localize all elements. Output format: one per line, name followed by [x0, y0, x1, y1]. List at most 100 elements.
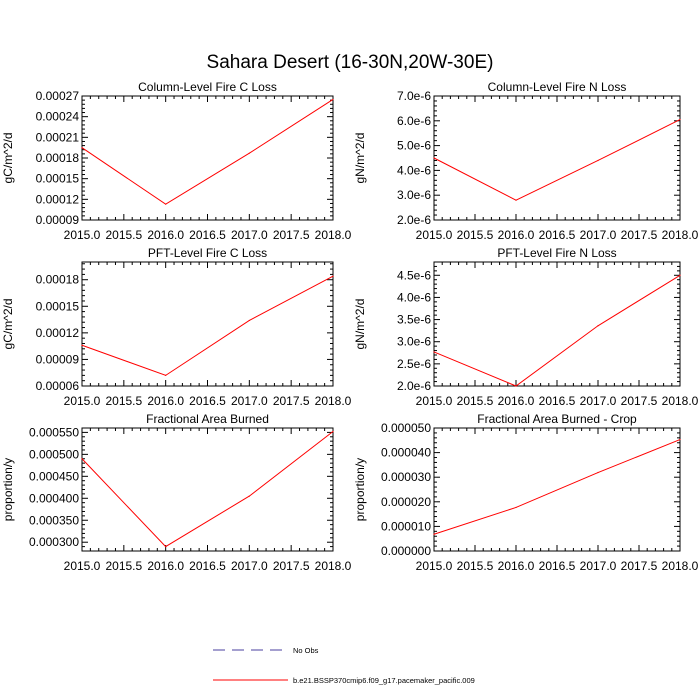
panel-6-data-point [515, 506, 517, 509]
panel-1-xtick-label: 2017.0 [231, 228, 268, 242]
panel-3-ytick-label: 0.00012 [36, 326, 80, 340]
panel-5-frame [81, 427, 334, 552]
panel-5-ytick-label: 0.000550 [29, 425, 79, 439]
panel-5-ytick-label: 0.000300 [29, 535, 79, 549]
panel-5: Fractional Area Burned proportion/y 2015.0… [1, 412, 352, 573]
panel-6-ytick-label: 0.000030 [381, 470, 431, 484]
panel-1-ytick-label: 0.00009 [36, 213, 80, 227]
panel-2-ytick-label: 2.0e-6 [397, 213, 431, 227]
panel-5-title: Fractional Area Burned [146, 412, 269, 426]
panel-3-series-line [81, 275, 334, 376]
panel-3-frame [81, 261, 334, 387]
panel-1-xtick-label: 2016.0 [147, 228, 184, 242]
panel-3-title: PFT-Level Fire C Loss [148, 246, 267, 260]
panel-1-ytick-label: 0.00027 [36, 89, 80, 103]
legend-obs-label: No Obs [293, 646, 319, 655]
panel-1-ytick-label: 0.00012 [36, 192, 80, 206]
panel-1-ytick-label: 0.00024 [36, 110, 80, 124]
panel-2-data-point [679, 118, 681, 121]
panel-2-xtick-label: 2017.0 [580, 228, 617, 242]
panel-4-xtick-label: 2017.5 [621, 394, 658, 408]
panel-1-data-point [81, 147, 83, 149]
panel-1-data-point [248, 152, 250, 154]
panel-2-series-line [433, 119, 681, 201]
panel-4-data-point [597, 325, 599, 327]
panel-2-ytick-label: 5.0e-6 [397, 139, 431, 153]
panel-6-xtick-label: 2017.0 [580, 559, 617, 573]
panel-4-title: PFT-Level Fire N Loss [497, 246, 616, 260]
panel-1-ytick-label: 0.00015 [36, 172, 80, 186]
panel-5-ylabel: proportion/y [1, 458, 15, 521]
panel-6-data-point [433, 533, 435, 535]
panel-5-ytick-label: 0.000350 [29, 513, 79, 527]
panel-3: PFT-Level Fire C Loss gC/m^2/d 2015.0 2015.… [1, 246, 352, 408]
panel-3-xtick-label: 2017.0 [231, 394, 268, 408]
panel-6-xtick-label: 2016.0 [498, 559, 535, 573]
panel-3-data-point [248, 319, 250, 322]
panel-5-xtick-label: 2018.0 [315, 559, 352, 573]
panel-2-ytick-label: 4.0e-6 [397, 163, 431, 177]
panel-4-ytick-label: 3.0e-6 [397, 335, 431, 349]
panel-4-xtick-label: 2015.0 [416, 394, 453, 408]
panel-1-ytick-label: 0.00018 [36, 151, 80, 165]
panel-4-ytick-label: 4.0e-6 [397, 290, 431, 304]
panel-6-xtick-label: 2016.5 [539, 559, 576, 573]
panel-6-series-line [433, 439, 681, 535]
panel-6-ytick-label: 0.000020 [381, 495, 431, 509]
panel-4-xtick-label: 2017.0 [580, 394, 617, 408]
panel-3-xtick-label: 2016.5 [189, 394, 226, 408]
panel-2-data-point [597, 159, 599, 162]
panel-5-data-point [332, 430, 334, 433]
panel-1: Column-Level Fire C Loss gC/m^2/d 2015.0 20… [1, 80, 352, 242]
panel-4-ytick-label: 3.5e-6 [397, 313, 431, 327]
panel-4-ytick-label: 2.0e-6 [397, 379, 431, 393]
panel-2: Column-Level Fire N Loss gN/m^2/d 2015.0 20… [353, 80, 699, 242]
panel-1-data-point [332, 98, 334, 101]
figure-title: Sahara Desert (16-30N,20W-30E) [207, 52, 494, 73]
panel-6: Fractional Area Burned - Crop proportion/… [353, 412, 699, 573]
panel-2-ytick-label: 3.0e-6 [397, 188, 431, 202]
panel-3-ytick-label: 0.00015 [36, 299, 80, 313]
panel-5-data-point [248, 495, 250, 497]
panel-2-xtick-label: 2016.0 [498, 228, 535, 242]
panel-2-title: Column-Level Fire N Loss [488, 80, 627, 94]
panel-3-ytick-label: 0.00018 [36, 273, 80, 287]
legend: No Obs b.e21.BSSP370cmip6.f09_g17.pacema… [213, 646, 475, 685]
panel-2-ytick-label: 7.0e-6 [397, 89, 431, 103]
panel-4-series-line [433, 274, 681, 387]
panel-6-data-point [679, 438, 681, 441]
legend-model-label: b.e21.BSSP370cmip6.f09_g17.pacemaker_pac… [293, 676, 475, 685]
panel-1-xtick-label: 2015.5 [105, 228, 142, 242]
panel-5-xtick-label: 2017.5 [273, 559, 310, 573]
panel-2-ylabel: gN/m^2/d [353, 133, 367, 184]
panel-1-xtick-label: 2015.0 [64, 228, 101, 242]
panel-5-xtick-label: 2016.0 [147, 559, 184, 573]
panel-6-ytick-label: 0.000000 [381, 544, 431, 558]
panel-6-ylabel: proportion/y [353, 458, 367, 521]
panel-6-xtick-label: 2015.0 [416, 559, 453, 573]
panel-1-series-line [81, 99, 334, 205]
panel-1-xtick-label: 2017.5 [273, 228, 310, 242]
panel-5-ytick-label: 0.000450 [29, 469, 79, 483]
panel-6-ytick-label: 0.000010 [381, 519, 431, 533]
panel-1-frame [81, 95, 334, 221]
panel-3-data-point [332, 275, 334, 277]
panel-4-xtick-label: 2016.5 [539, 394, 576, 408]
panel-5-series-line [81, 431, 334, 548]
panel-1-title: Column-Level Fire C Loss [138, 80, 277, 94]
panels: Column-Level Fire C Loss gC/m^2/d 2015.0 20… [1, 80, 699, 573]
panel-4: PFT-Level Fire N Loss gN/m^2/d 2015.0 2015.… [353, 246, 699, 408]
panel-2-xtick-label: 2016.5 [539, 228, 576, 242]
panel-3-data-point [81, 344, 83, 346]
panel-6-ytick-label: 0.000040 [381, 446, 431, 460]
panel-5-data-point [81, 458, 83, 460]
panel-5-xtick-label: 2015.0 [64, 559, 101, 573]
panel-4-xtick-label: 2016.0 [498, 394, 535, 408]
panel-2-xtick-label: 2015.5 [457, 228, 494, 242]
panel-5-ytick-label: 0.000400 [29, 491, 79, 505]
panel-6-xtick-label: 2017.5 [621, 559, 658, 573]
panel-2-xtick-label: 2015.0 [416, 228, 453, 242]
panel-3-ytick-label: 0.00006 [36, 379, 80, 393]
panel-1-ytick-label: 0.00021 [36, 130, 80, 144]
